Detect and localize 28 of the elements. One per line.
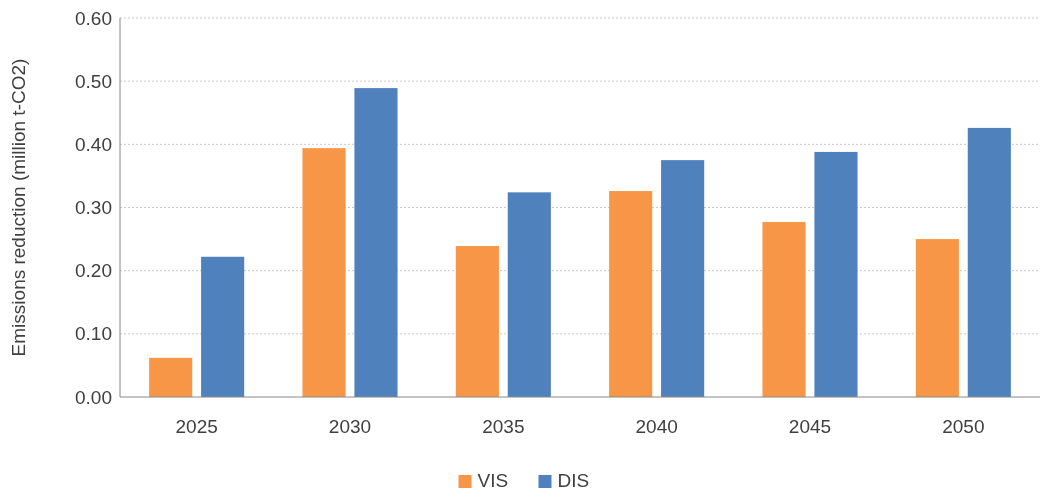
bar [915, 239, 959, 397]
y-tick-label: 0.50 [75, 70, 112, 92]
x-tick-label: 2030 [328, 416, 372, 437]
y-tick-label: 0.30 [75, 197, 112, 219]
y-tick-label: 0.10 [75, 323, 112, 345]
bar [661, 160, 705, 397]
y-axis-title: Emissions reduction (million t-CO2) [8, 58, 29, 357]
bar [507, 192, 551, 397]
x-tick-label: 2025 [175, 416, 218, 437]
bar [354, 88, 398, 397]
bar [609, 191, 653, 397]
bar [455, 246, 499, 397]
y-tick-label: 0.40 [75, 133, 112, 155]
bar [302, 148, 346, 397]
bar [201, 256, 245, 397]
x-tick-label: 2040 [635, 416, 678, 437]
bar [967, 127, 1011, 397]
x-tick-label: 2050 [942, 416, 985, 437]
legend-label: VIS [477, 470, 509, 491]
bar [762, 222, 806, 397]
bar [149, 357, 193, 397]
legend-label: DIS [557, 470, 590, 491]
x-tick-label: 2035 [482, 416, 525, 437]
y-tick-label: 0.00 [75, 386, 112, 408]
x-tick-label: 2045 [788, 416, 832, 437]
y-tick-label: 0.60 [75, 7, 112, 29]
bar [814, 151, 858, 397]
y-tick-label: 0.20 [75, 260, 112, 282]
